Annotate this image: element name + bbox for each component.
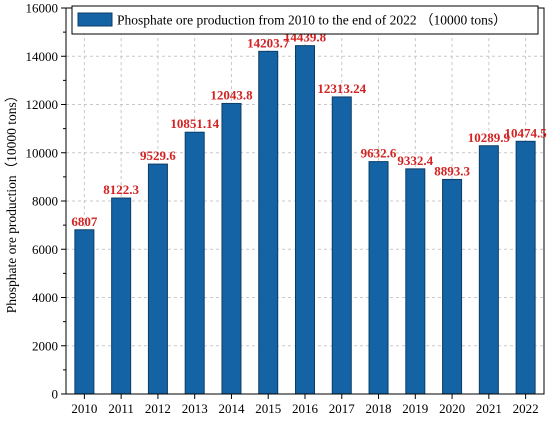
- y-axis: 0 2000 4000 6000 8000 10000 12000 14000 16000: [26, 1, 66, 402]
- x-tick-label: 2011: [108, 401, 134, 416]
- y-tick-label: 8000: [32, 194, 58, 209]
- data-label-2018: 9632.6: [361, 146, 397, 161]
- x-tick-label: 2010: [71, 401, 97, 416]
- x-tick-label: 2015: [255, 401, 281, 416]
- bar-2012: [147, 163, 168, 395]
- bar-2019: [405, 168, 426, 395]
- data-label-2015: 14203.7: [247, 35, 290, 50]
- data-labels: 68078122.39529.610851.1412043.814203.714…: [71, 30, 547, 229]
- data-label-2011: 8122.3: [103, 182, 139, 197]
- legend-label: Phosphate ore production from 2010 to th…: [117, 13, 507, 28]
- bars: [74, 45, 536, 395]
- bar-2016: [295, 45, 315, 395]
- bar-2014: [221, 102, 242, 395]
- x-tick-label: 2017: [329, 401, 356, 416]
- bar-2020: [442, 178, 463, 395]
- y-tick-label: 14000: [26, 49, 59, 64]
- data-label-2013: 10851.14: [170, 116, 219, 131]
- bar-2011: [111, 197, 132, 395]
- x-tick-label: 2020: [439, 401, 465, 416]
- legend-box: [71, 5, 539, 35]
- bar-2021: [478, 145, 499, 395]
- x-tick-label: 2022: [513, 401, 539, 416]
- x-tick-label: 2016: [292, 401, 319, 416]
- y-tick-label: 4000: [32, 290, 58, 305]
- x-tick-label: 2014: [218, 401, 245, 416]
- x-tick-label: 2019: [402, 401, 428, 416]
- bar-2010: [74, 229, 95, 395]
- y-tick-label: 6000: [32, 242, 58, 257]
- x-tick-label: 2013: [182, 401, 208, 416]
- data-label-2017: 12313.24: [317, 81, 366, 96]
- x-tick-label: 2021: [476, 401, 502, 416]
- bar-2017: [331, 96, 352, 395]
- x-tick-label: 2012: [145, 401, 171, 416]
- y-tick-label: 0: [52, 387, 59, 402]
- data-label-2014: 12043.8: [210, 87, 253, 102]
- y-axis-title: Phosphate ore production（10000 tons）: [4, 89, 19, 314]
- bar-2018: [368, 161, 389, 395]
- data-label-2019: 9332.4: [397, 153, 433, 168]
- y-tick-label: 12000: [26, 97, 59, 112]
- x-tick-label: 2018: [366, 401, 392, 416]
- data-label-2010: 6807: [71, 214, 98, 229]
- data-label-2021: 10289.9: [468, 130, 511, 145]
- y-tick-label: 2000: [32, 338, 58, 353]
- y-tick-label: 10000: [26, 145, 59, 160]
- y-tick-label: 16000: [26, 1, 59, 16]
- bar-2015: [258, 50, 279, 395]
- legend: Phosphate ore production from 2010 to th…: [71, 5, 539, 35]
- legend-swatch: [77, 12, 113, 27]
- data-label-2022: 10474.5: [504, 125, 547, 140]
- bar-2013: [184, 131, 205, 395]
- data-label-2012: 9529.6: [140, 148, 176, 163]
- data-label-2020: 8893.3: [434, 163, 470, 178]
- x-axis: 2010 2011 2012 2013 2014 2015 2016 2017 2018 2019…: [71, 394, 539, 416]
- bar-2022: [515, 140, 536, 395]
